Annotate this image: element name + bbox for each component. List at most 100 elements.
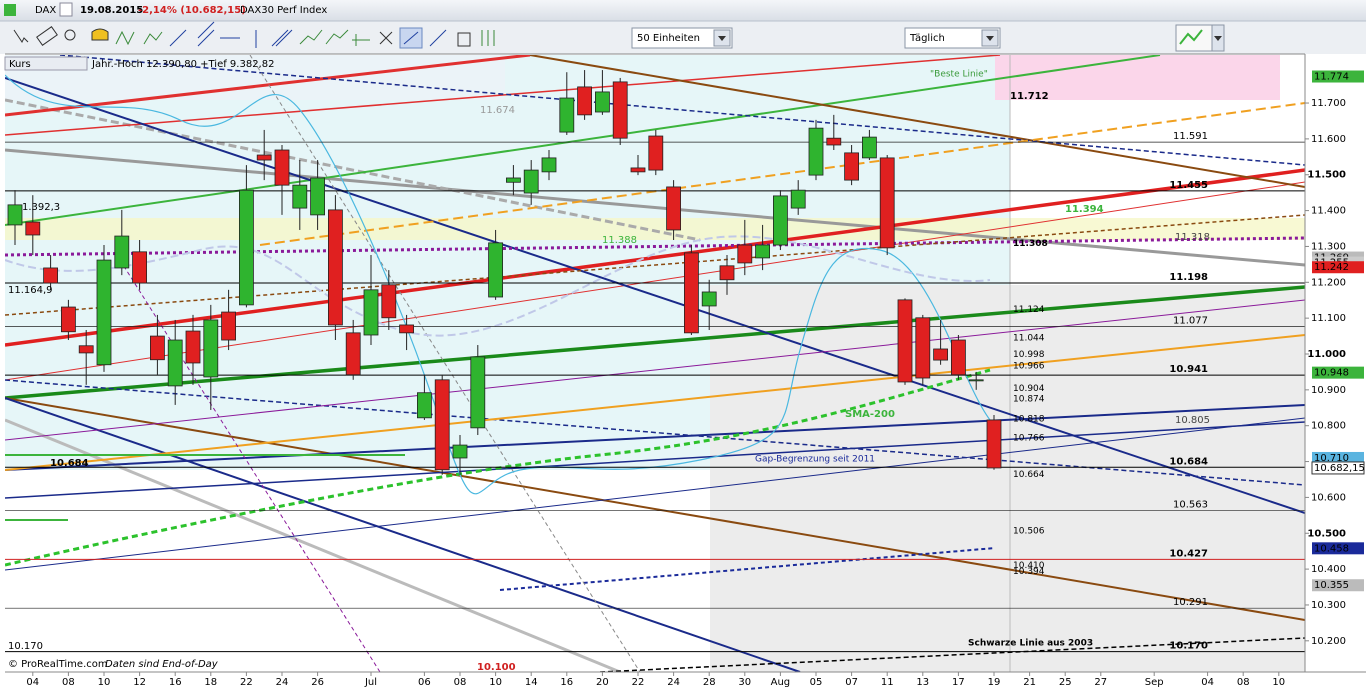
trendline — [499, 547, 996, 591]
candle-body — [470, 356, 486, 429]
tool-poly2[interactable] — [325, 29, 349, 45]
x-tick-label: 18 — [204, 677, 217, 688]
price-tag-label: 10.682,15 — [1314, 463, 1365, 474]
levels: 11.591 11.455 11.198 11.077 10.941 10.684 10.5… — [5, 131, 1305, 653]
candle-body — [345, 332, 361, 376]
x-tick-label: Aug — [771, 677, 791, 688]
candle-body — [630, 167, 646, 173]
trendline — [5, 334, 1305, 471]
candle-body — [43, 267, 58, 284]
y-tick-label: 11.300 — [1311, 241, 1346, 252]
tool-wave[interactable] — [143, 31, 163, 45]
x-tick-label: 08 — [1237, 677, 1250, 688]
tool-line[interactable] — [169, 29, 187, 47]
x-tick-label: 13 — [916, 677, 929, 688]
trendline — [5, 148, 1305, 267]
x-tick-label: 07 — [845, 677, 858, 688]
tool-ruler[interactable] — [36, 26, 58, 46]
level-label: 10.684 — [1169, 456, 1208, 467]
y-tick-label: 11.600 — [1311, 134, 1346, 145]
tool-poly[interactable] — [299, 29, 323, 45]
annotations: "Beste Linie" SMA-200 Gap-Begrenzung sei… — [8, 70, 1210, 674]
x-tick-label: 30 — [738, 677, 751, 688]
x-tick-label: 08 — [454, 677, 467, 688]
level-label: 10.904 — [1013, 384, 1045, 394]
x-tick-label: 16 — [169, 677, 182, 688]
x-tick-label: Sep — [1145, 677, 1164, 688]
y-tick-label: 10.200 — [1311, 636, 1346, 647]
tool-fib[interactable] — [115, 30, 135, 46]
x-tick-label: Jul — [364, 677, 377, 688]
annotation: 10.170 — [8, 641, 43, 652]
x-tick-label: 16 — [560, 677, 573, 688]
price-tag-label: 10.458 — [1314, 543, 1349, 554]
candle-body — [684, 252, 699, 334]
candle-body — [416, 392, 432, 419]
level-label: 10.563 — [1173, 500, 1208, 511]
annotation: 10.805 — [1175, 415, 1210, 426]
tool-pointer[interactable] — [13, 29, 29, 43]
bollinger — [5, 74, 991, 495]
tool-tools[interactable] — [379, 31, 393, 45]
candle-body — [274, 149, 290, 186]
level-label: 10.998 — [1013, 350, 1045, 360]
y-tick-label: 10.800 — [1311, 421, 1346, 432]
candle-body — [132, 251, 148, 284]
tool-selected-icon — [403, 31, 419, 45]
candle-body — [167, 339, 183, 387]
annotation: 10.684 — [50, 458, 89, 469]
price-tag-label: 10.710 — [1314, 453, 1349, 464]
candle-body — [915, 317, 931, 379]
app-icon — [4, 4, 16, 16]
candle-body — [541, 157, 557, 173]
tool-zoom[interactable] — [64, 29, 76, 41]
candle-body — [96, 259, 112, 366]
price-tag — [1312, 366, 1364, 379]
candle-body — [61, 306, 76, 333]
price-tag — [1311, 461, 1365, 475]
x-tick-label: 12 — [133, 677, 146, 688]
interval-dropdown[interactable] — [904, 27, 1001, 49]
candle-body — [185, 330, 201, 364]
level-label: 11.455 — [1169, 180, 1208, 191]
x-tick-label: 25 — [1059, 677, 1072, 688]
x-tick-label: 17 — [952, 677, 965, 688]
level-label: 10.941 — [1169, 364, 1208, 375]
level-label: 11.591 — [1173, 131, 1208, 142]
tool-bars[interactable] — [481, 30, 495, 46]
level-label: 10.766 — [1013, 433, 1045, 443]
x-tick-label: 28 — [703, 677, 716, 688]
tool-channel[interactable] — [197, 21, 215, 47]
level-label: 11.124 — [1013, 305, 1045, 315]
candle-body — [968, 379, 984, 382]
tool-alert[interactable] — [91, 28, 109, 41]
x-tick-label: 11 — [881, 677, 894, 688]
tool-parallel[interactable] — [271, 29, 293, 47]
tool-delete[interactable] — [457, 32, 471, 47]
tool-text[interactable] — [352, 34, 370, 46]
future-region — [710, 285, 1305, 672]
candle-body — [897, 299, 913, 383]
level-label: 10.506 — [1013, 527, 1045, 537]
x-tick-label: 08 — [62, 677, 75, 688]
trendlines — [5, 55, 1305, 672]
y-tick-label: 10.500 — [1307, 528, 1346, 539]
units-dropdown[interactable] — [631, 27, 733, 49]
candle-body — [951, 339, 966, 376]
range-note: Jahr.-Hoch 12.390,80 +Tief 9.382,82 — [91, 59, 274, 70]
info-button[interactable] — [59, 2, 73, 17]
indicator-button[interactable] — [1175, 24, 1213, 52]
level-label: 10.966 — [1013, 362, 1045, 372]
candle-body — [666, 186, 681, 231]
candle-body — [755, 244, 770, 259]
candle-body — [577, 86, 592, 116]
candle-body — [879, 157, 895, 249]
candle-body — [203, 319, 219, 378]
footer-note: Daten sind End-of-Day — [105, 659, 219, 670]
level-label: 11.198 — [1169, 272, 1208, 283]
tool-arrow[interactable] — [429, 29, 447, 47]
instrument-name: DAX30 Perf Index — [240, 5, 327, 16]
x-tick-label: 27 — [1094, 677, 1107, 688]
level-label: 10.170 — [1169, 641, 1208, 652]
